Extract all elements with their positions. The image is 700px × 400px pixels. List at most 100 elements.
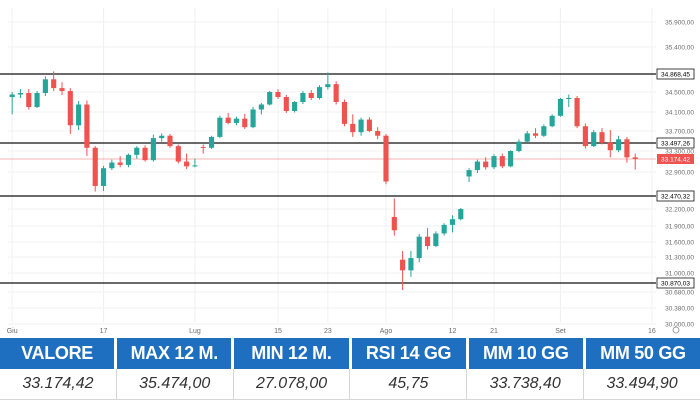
candle-body [42,79,48,93]
candle-body [159,135,165,139]
y-tick-label: 34.100,00 [665,109,694,116]
candles [9,71,638,291]
x-tick-label: 23 [324,328,332,335]
candle-body [200,146,206,148]
candle-body [167,135,173,147]
candle-body [632,157,638,159]
y-tick-label: 33.300,00 [665,148,694,155]
candle-body [582,126,588,147]
candle-body [233,118,240,123]
y-tick-label: 30.000,00 [665,321,694,328]
current-price-label-box [657,154,694,164]
candle-body [441,224,447,234]
candle-body [100,168,107,186]
stats-header-max-12m: MAX 12 M. [117,338,235,369]
current-price-label: 33.174,42 [661,156,690,163]
candle-body [125,154,132,165]
level-label: 30.870,03 [661,280,690,287]
axis-misc [672,326,680,334]
y-tick-label: 34.500,00 [665,89,694,96]
candle-body [76,104,82,126]
candle-body [258,104,264,110]
x-tick-label: 15 [274,328,282,335]
y-tick-label: 31.300,00 [665,254,694,261]
candle-body [117,162,123,165]
x-tick-label: 21 [490,328,498,335]
candle-body [67,91,73,126]
candle-body [109,162,115,169]
candle-body [217,117,223,137]
candle-body [242,118,248,128]
candle-body [51,79,57,89]
candle-body [383,135,389,182]
candle-body [275,92,281,97]
candle-body [375,131,381,136]
settings-icon [672,326,680,334]
grid-lines [8,8,656,325]
candle-body [416,236,422,259]
x-tick-label: 12 [449,328,457,335]
stats-header-valore: VALORE [0,338,118,369]
candle-body [483,161,489,168]
x-axis-ticks: Giu 17 Lug 15 23 Ago 12 21 Set 16 [7,328,656,335]
candle-body [391,216,397,231]
candle-body [516,141,522,151]
candle-body [424,236,431,246]
stats-value-rsi-14gg: 45,75 [350,369,468,400]
x-tick-label: 16 [648,328,656,335]
stats-header-mm-10gg: MM 10 GG [468,338,586,369]
x-tick-label: Ago [380,328,393,335]
stats-header-rsi-14gg: RSI 14 GG [351,338,469,369]
candle-body [341,102,348,124]
level-label-box [656,137,695,149]
candle-body [499,156,505,167]
stats-value-min-12m: 27.078,00 [233,369,351,400]
y-tick-label: 31.000,00 [665,270,694,277]
stats-value-max-12m: 35.474,00 [116,369,234,400]
y-tick-label: 31.900,00 [665,223,694,230]
stats-header-mm-50gg: MM 50 GG [585,338,700,369]
candle-body [250,109,256,128]
candle-body [17,93,24,95]
candle-body [225,117,231,123]
candle-body [150,138,156,161]
support-resistance-levels: 34.868,45 33.497,26 32.470,32 30.870,03 33.1… [0,68,695,289]
x-tick-label: 17 [100,328,108,335]
x-tick-label: Giu [7,328,18,335]
y-tick-label: 31.600,00 [665,239,694,246]
candle-body [400,259,406,271]
candle-body [491,156,497,168]
y-axis-ticks: 35.900,00 35.400,00 34.500,00 34.100,00 33.7… [665,19,694,328]
stats-header-min-12m: MIN 12 M. [234,338,352,369]
y-tick-label: 33.700,00 [665,128,694,135]
candle-body [532,133,539,136]
candle-body [557,99,564,116]
candle-body [549,115,555,127]
stats-value-mm-50gg: 33.494,90 [584,369,700,400]
stats-table: VALORE MAX 12 M. MIN 12 M. RSI 14 GG MM … [0,338,700,400]
candle-body [350,123,356,133]
candle-body [607,142,613,151]
candle-body [283,97,289,111]
candle-body [474,161,480,171]
candle-body [316,87,323,98]
candle-body [599,132,605,143]
candle-body [34,93,40,107]
candle-body [325,84,331,88]
x-tick-label: Set [555,328,566,335]
candle-body [92,147,98,186]
level-label: 32.470,32 [661,193,690,200]
candle-body [358,119,364,133]
candle-body [449,219,456,225]
candle-body [308,93,314,98]
candle-body [566,98,572,99]
candle-body [574,98,580,127]
candle-body [192,165,198,167]
candle-body [524,133,530,142]
candlestick-chart: 34.868,45 33.497,26 32.470,32 30.870,03 33.1… [0,8,695,335]
candle-body [333,84,339,102]
candle-body [59,88,65,92]
y-tick-label: 35.900,00 [665,19,694,26]
candle-body [624,139,630,158]
candle-body [541,126,547,136]
